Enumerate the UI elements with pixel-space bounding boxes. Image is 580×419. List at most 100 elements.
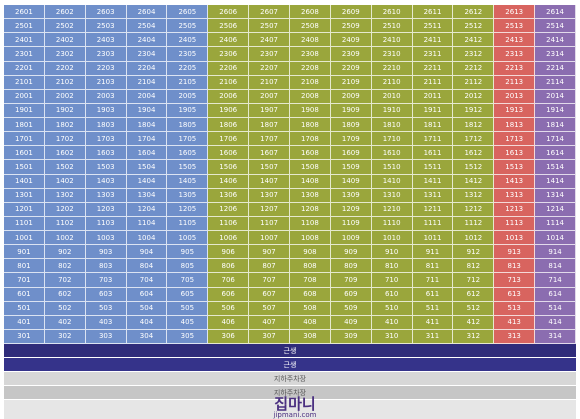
unit-cell: 610	[371, 287, 413, 302]
unit-cell: 1413	[494, 174, 536, 189]
unit-cell: 2302	[44, 47, 86, 62]
unit-cell: 809	[330, 259, 372, 274]
unit-cell: 902	[44, 245, 86, 260]
unit-cell: 2607	[249, 5, 290, 20]
unit-cell: 1809	[330, 118, 372, 133]
unit-cell: 304	[126, 329, 168, 344]
unit-cell: 514	[535, 301, 576, 316]
unit-cell: 1013	[494, 231, 536, 246]
unit-cell: 307	[249, 329, 290, 344]
unit-cell: 2108	[290, 75, 331, 90]
unit-cell: 2211	[412, 61, 454, 76]
unit-cell: 1409	[330, 174, 372, 189]
unit-cell: 1814	[535, 118, 576, 133]
unit-cell: 1702	[44, 132, 86, 147]
unit-cell: 1203	[85, 202, 127, 217]
unit-cell: 2606	[208, 5, 250, 20]
unit-cell: 1001	[4, 231, 45, 246]
unit-cell: 1106	[208, 216, 250, 231]
unit-cell: 403	[85, 315, 127, 330]
unit-cell: 1810	[371, 118, 413, 133]
unit-cell: 2406	[208, 33, 250, 48]
unit-cell: 808	[290, 259, 331, 274]
unit-cell: 1410	[371, 174, 413, 189]
unit-cell: 914	[535, 245, 576, 260]
unit-cell: 2209	[330, 61, 372, 76]
unit-cell: 506	[208, 301, 250, 316]
unit-cell: 2303	[85, 47, 127, 62]
unit-cell: 1604	[126, 146, 168, 161]
unit-cell: 1811	[412, 118, 454, 133]
unit-cell: 1609	[330, 146, 372, 161]
unit-cell: 905	[167, 245, 209, 260]
unit-cell: 1714	[535, 132, 576, 147]
unit-cell: 1805	[167, 118, 209, 133]
unit-cell: 2306	[208, 47, 250, 62]
watermark-brand: 집마니	[274, 395, 316, 413]
unit-cell: 2603	[85, 5, 127, 20]
unit-cell: 512	[453, 301, 495, 316]
unit-cell: 2107	[249, 75, 290, 90]
unit-cell: 1008	[290, 231, 331, 246]
unit-cell: 2109	[330, 75, 372, 90]
unit-cell: 812	[453, 259, 495, 274]
unit-cell: 308	[290, 329, 331, 344]
unit-cell: 709	[330, 273, 372, 288]
unit-cell: 1504	[126, 160, 168, 175]
unit-cell: 1104	[126, 216, 168, 231]
unit-cell: 404	[126, 315, 168, 330]
unit-cell: 2403	[85, 33, 127, 48]
unit-cell: 1101	[4, 216, 45, 231]
unit-cell: 1005	[167, 231, 209, 246]
unit-cell: 1703	[85, 132, 127, 147]
unit-cell: 1114	[535, 216, 576, 231]
unit-cell: 804	[126, 259, 168, 274]
unit-cell: 2512	[453, 19, 495, 34]
unit-cell: 2407	[249, 33, 290, 48]
unit-cell: 1803	[85, 118, 127, 133]
unit-cell: 1209	[330, 202, 372, 217]
footer-bands: 근생 근생 지하주차장 지하주차장	[4, 344, 576, 400]
unit-cell: 614	[535, 287, 576, 302]
floor-band: 지하주차장	[4, 372, 576, 386]
unit-cell: 1509	[330, 160, 372, 175]
unit-cell: 1602	[44, 146, 86, 161]
unit-cell: 310	[371, 329, 413, 344]
unit-cell: 1414	[535, 174, 576, 189]
floor-band: 지하주차장	[4, 386, 576, 400]
unit-cell: 503	[85, 301, 127, 316]
unit-cell: 702	[44, 273, 86, 288]
unit-cell: 605	[167, 287, 209, 302]
unit-cell: 501	[4, 301, 45, 316]
unit-cell: 1807	[249, 118, 290, 133]
unit-cell: 1303	[85, 188, 127, 203]
unit-cell: 1503	[85, 160, 127, 175]
unit-cell: 1710	[371, 132, 413, 147]
unit-cell: 2003	[85, 89, 127, 104]
unit-cell: 507	[249, 301, 290, 316]
unit-cell: 2114	[535, 75, 576, 90]
unit-cell: 814	[535, 259, 576, 274]
unit-cell: 510	[371, 301, 413, 316]
unit-cell: 1305	[167, 188, 209, 203]
unit-cell: 2311	[412, 47, 454, 62]
unit-cell: 1707	[249, 132, 290, 147]
unit-cell: 1514	[535, 160, 576, 175]
unit-cell: 2010	[371, 89, 413, 104]
unit-cell: 1304	[126, 188, 168, 203]
unit-cell: 1111	[412, 216, 454, 231]
unit-cell: 2112	[453, 75, 495, 90]
unit-cell: 502	[44, 301, 86, 316]
unit-cell: 608	[290, 287, 331, 302]
unit-cell: 1801	[4, 118, 45, 133]
unit-cell: 2310	[371, 47, 413, 62]
unit-cell: 1611	[412, 146, 454, 161]
unit-cell: 2203	[85, 61, 127, 76]
unit-cell: 901	[4, 245, 45, 260]
unit-cell: 2207	[249, 61, 290, 76]
unit-cell: 2409	[330, 33, 372, 48]
unit-cell: 1903	[85, 103, 127, 118]
unit-cell: 2313	[494, 47, 536, 62]
unit-cell: 906	[208, 245, 250, 260]
unit-cell: 907	[249, 245, 290, 260]
